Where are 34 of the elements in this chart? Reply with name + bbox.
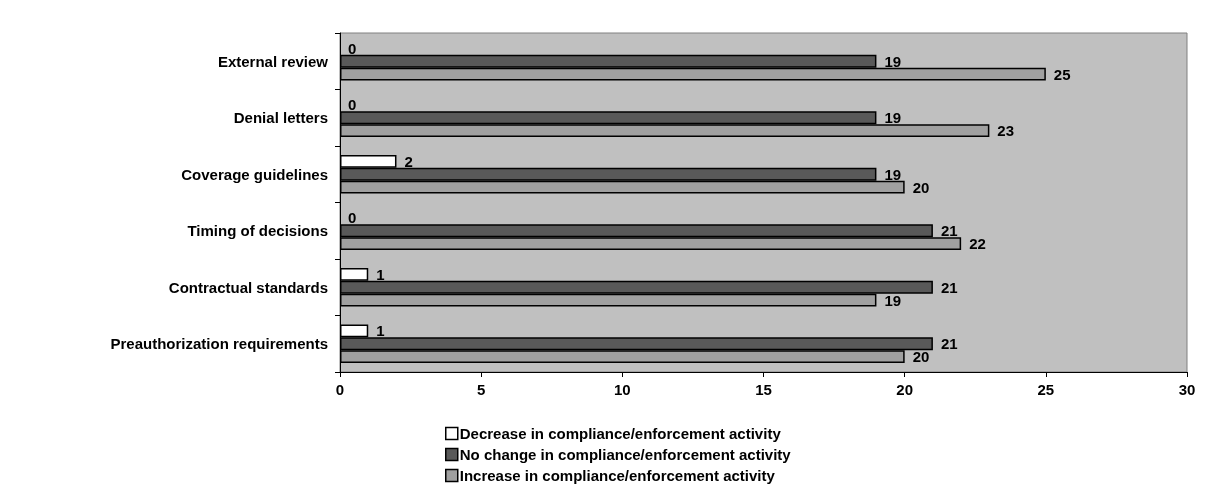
legend-label: Increase in compliance/enforcement activity [459, 467, 776, 484]
data-label: 25 [1053, 65, 1071, 83]
data-label: 19 [884, 165, 902, 183]
data-label: 19 [884, 109, 902, 127]
y-tick-label: External review [217, 52, 329, 70]
x-tick-label: 25 [1037, 381, 1055, 398]
data-label: 2 [404, 152, 413, 170]
data-label: 0 [348, 96, 357, 114]
data-label: 23 [997, 122, 1015, 140]
y-tick-label: Timing of decisions [187, 222, 328, 240]
x-tick-label: 30 [1178, 381, 1196, 398]
y-tick-label: Denial letters [233, 109, 328, 127]
data-label: 0 [348, 209, 357, 227]
x-tick-label: 15 [755, 381, 772, 398]
data-label: 20 [912, 348, 930, 366]
data-label: 19 [884, 291, 902, 309]
data-label: 21 [940, 222, 958, 240]
x-tick-label: 20 [896, 381, 914, 398]
data-label: 1 [376, 265, 385, 283]
x-tick-label: 10 [613, 381, 631, 398]
data-label: 19 [884, 52, 902, 70]
legend-label: No change in compliance/enforcement activity [459, 446, 792, 463]
data-label: 1 [376, 322, 385, 340]
data-label: 0 [348, 39, 357, 57]
y-tick-label: Coverage guidelines [181, 165, 328, 183]
data-label: 21 [940, 278, 958, 296]
data-label: 22 [969, 235, 986, 253]
data-label: 20 [912, 178, 930, 196]
y-tick-label: Contractual standards [168, 278, 328, 296]
legend-label: Decrease in compliance/enforcement activity [459, 425, 782, 442]
x-tick-label: 5 [476, 381, 486, 398]
x-tick-label: 0 [335, 381, 345, 398]
y-tick-label: Preauthorization requirements [110, 335, 328, 353]
data-label: 21 [940, 335, 958, 353]
